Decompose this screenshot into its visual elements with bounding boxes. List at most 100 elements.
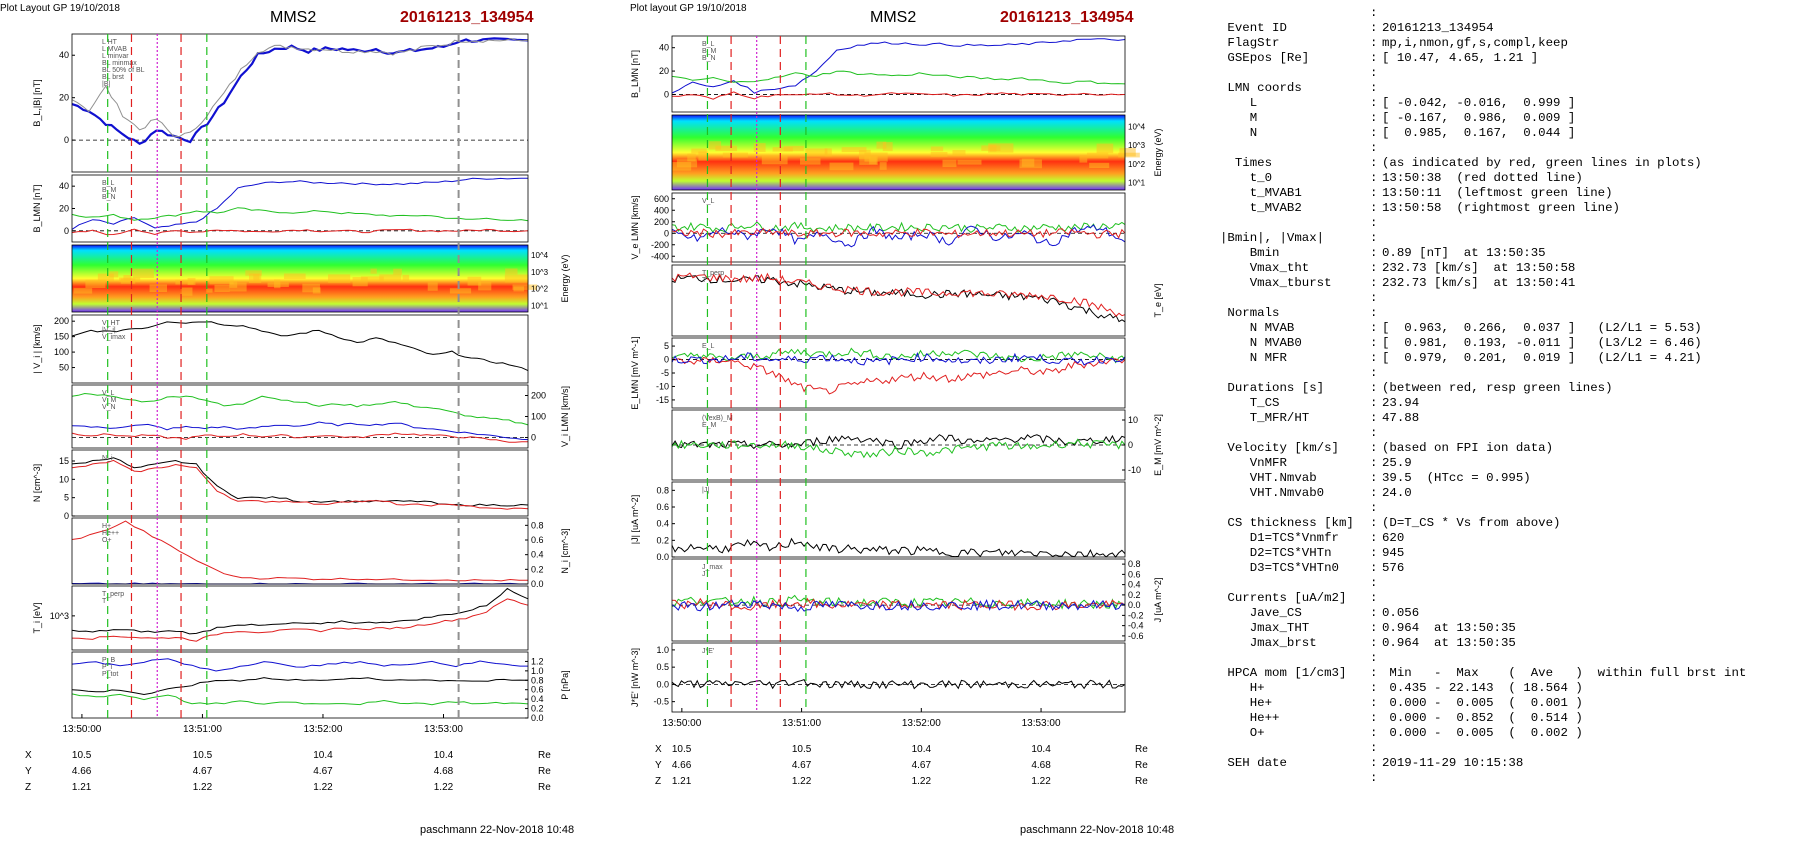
- summary-colon: :: [1370, 171, 1378, 185]
- summary-colon: :: [1370, 636, 1378, 650]
- ytick-label: 600: [654, 194, 669, 204]
- ytick-label: 10^4: [1128, 122, 1146, 131]
- legend-entry: T_perp: [702, 270, 724, 277]
- legend-entry: T: [102, 598, 107, 605]
- ytick-label: 0.0: [531, 713, 544, 723]
- summary-key: He++: [1220, 711, 1280, 725]
- event-summary: : Event ID:20161213_134954 FlagStr: mp,i,…: [1220, 6, 1800, 796]
- heatmap-blotch: [942, 159, 957, 168]
- series-line: [71, 693, 529, 706]
- legend-entry: E_M: [702, 422, 717, 429]
- ylabel: N [cm^-3]: [32, 464, 42, 502]
- heatmap-blotch: [1079, 155, 1088, 163]
- ytick-label: 200: [531, 391, 546, 401]
- summary-key: H+: [1220, 681, 1265, 695]
- ytick-label: 1.0: [656, 645, 669, 655]
- legend-entry: V_L: [102, 390, 115, 397]
- summary-colon: :: [1370, 606, 1378, 620]
- summary-colon: :: [1370, 366, 1378, 380]
- heatmap-blotch: [800, 158, 821, 165]
- summary-key: N MVAB: [1220, 321, 1295, 335]
- orbit-value: 1.22: [193, 782, 213, 793]
- panel-frame: [671, 558, 1126, 642]
- summary-value: 2019-11-29 10:15:38: [1382, 756, 1524, 770]
- ytick-label: 0.4: [656, 519, 669, 529]
- summary-colon: :: [1370, 531, 1378, 545]
- heatmap-blotch: [930, 146, 944, 152]
- heatmap-blotch: [119, 277, 141, 282]
- summary-colon: :: [1370, 156, 1378, 170]
- summary-colon: :: [1370, 426, 1378, 440]
- summary-key: t_MVAB1: [1220, 186, 1302, 200]
- summary-value: mp,i,nmon,gf,s,compl,keep: [1382, 36, 1568, 50]
- ytick-label: 0.8: [531, 675, 544, 685]
- heatmap-blotch: [824, 148, 832, 157]
- heatmap-blotch: [989, 144, 997, 152]
- summary-colon: :: [1370, 621, 1378, 635]
- ytick-label: -10: [656, 381, 669, 391]
- heatmap-blotch: [1086, 152, 1109, 159]
- panel-frame: [671, 264, 1126, 337]
- summary-key: D1=TCS*Vnmfr: [1220, 531, 1339, 545]
- ylabel: T_e [eV]: [1153, 283, 1163, 317]
- heatmap-blotch: [206, 288, 213, 293]
- heatmap-blotch: [402, 274, 410, 282]
- ytick-label: -0.4: [1128, 621, 1144, 631]
- heatmap-blotch: [1096, 143, 1114, 154]
- summary-colon: :: [1370, 711, 1378, 725]
- summary-value: [ 10.47, 4.65, 1.21 ]: [1382, 51, 1539, 65]
- heatmap-blotch: [245, 270, 262, 276]
- right-figure: Plot layout GP 19/10/2018 MMS2 20161213_13…: [630, 3, 1174, 836]
- ytick-label: -0.6: [1128, 631, 1144, 641]
- legend-entry: P_tot: [102, 671, 118, 678]
- summary-key: Currents [uA/m2]: [1220, 591, 1347, 605]
- orbit-value: 4.66: [72, 766, 92, 777]
- summary-value: (based on FPI ion data): [1382, 441, 1554, 455]
- series-line: [71, 520, 529, 582]
- series-line: [71, 677, 529, 696]
- orbit-value: 10.5: [193, 750, 213, 761]
- summary-key: HPCA mom [1/cm3]: [1220, 666, 1347, 680]
- orbit-value: 10.4: [434, 750, 454, 761]
- panel-R7: 0.8 0.6 0.4 0.2 0.0 |J| |J| [uA m^-2]: [630, 481, 1126, 562]
- heatmap-blotch: [181, 287, 193, 296]
- ytick-label: 0: [64, 226, 69, 236]
- heatmap-blotch: [988, 143, 1014, 153]
- ytick-label: 10^3: [1128, 141, 1146, 150]
- ytick-label: 0.4: [531, 550, 544, 560]
- legend-entry: B_L: [702, 41, 715, 48]
- orbit-value: 4.67: [313, 766, 333, 777]
- orbit-value: 10.4: [313, 750, 333, 761]
- heatmap-blotch: [952, 150, 966, 156]
- legend-entry: H+: [102, 523, 111, 530]
- ytick-label: 10: [59, 474, 69, 484]
- summary-value: 13:50:58 (rightmost green line): [1382, 201, 1620, 215]
- ytick-label: 10^1: [531, 301, 549, 310]
- summary-value: [ -0.167, 0.986, 0.009 ]: [1382, 111, 1576, 125]
- legend-entry: L MVAB: [102, 46, 127, 53]
- summary-colon: :: [1370, 6, 1378, 20]
- ytick-label: 100: [54, 347, 69, 357]
- summary-colon: :: [1370, 486, 1378, 500]
- ytick-label: 0.0: [656, 679, 669, 689]
- summary-value: 47.88: [1382, 411, 1420, 425]
- orbit-value: 1.22: [792, 776, 812, 787]
- orbit-unit: Re: [538, 750, 551, 761]
- ytick-label: -200: [651, 240, 669, 250]
- ylabel: V_i LMN [km/s]: [560, 386, 570, 447]
- summary-colon: :: [1370, 501, 1378, 515]
- summary-key: D2=TCS*VHTn: [1220, 546, 1332, 560]
- panel-frame: [71, 651, 529, 719]
- summary-key: Velocity [km/s]: [1220, 441, 1339, 455]
- legend-entry: J: [702, 571, 706, 578]
- summary-colon: :: [1370, 111, 1378, 125]
- ytick-label: 0.4: [1128, 580, 1141, 590]
- summary-colon: :: [1370, 516, 1378, 530]
- heatmap-blotch: [427, 282, 438, 291]
- series-line: [71, 459, 529, 510]
- ylabel: Energy (eV): [560, 254, 570, 302]
- series-line: [71, 321, 529, 372]
- orbit-label: Z: [25, 782, 31, 793]
- figure-title: MMS2: [270, 9, 316, 26]
- legend-entry: B_N: [702, 55, 716, 62]
